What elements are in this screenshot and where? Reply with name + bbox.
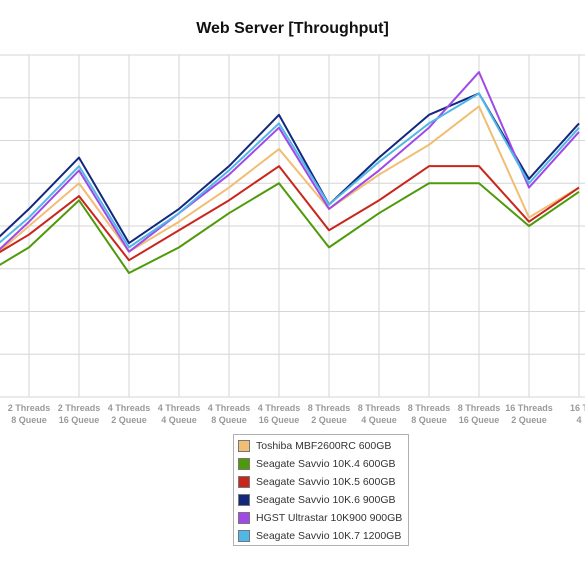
legend-swatch: [238, 512, 250, 524]
legend-label: HGST Ultrastar 10K900 900GB: [256, 512, 403, 524]
series-layer: [0, 71, 580, 275]
legend-item: Toshiba MBF2600RC 600GB: [238, 437, 408, 455]
x-tick-label: 8 Threads: [408, 403, 451, 413]
series-line-1: [0, 105, 580, 253]
x-tick-label: 16 Queue: [259, 415, 300, 425]
x-tick-label: 4 Threads: [208, 403, 251, 413]
legend-swatch: [238, 440, 250, 452]
x-tick-label: 4 Queue: [361, 415, 397, 425]
legend-item: Seagate Savvio 10K.6 900GB: [238, 491, 408, 509]
chart-title: Web Server [Throughput]: [196, 20, 389, 37]
x-tick-label: 8 Threads: [458, 403, 501, 413]
x-tick-label: 8 Threads: [358, 403, 401, 413]
series-line-5: [0, 71, 580, 253]
x-tick-label: 2 Queue: [311, 415, 347, 425]
legend-swatch: [238, 458, 250, 470]
x-tick-label: 2 Threads: [58, 403, 101, 413]
x-tick-label: 2 Queue: [511, 415, 547, 425]
legend-item: Seagate Savvio 10K.7 1200GB: [238, 527, 408, 545]
legend: Toshiba MBF2600RC 600GB Seagate Savvio 10…: [233, 434, 409, 546]
legend-swatch: [238, 530, 250, 542]
legend-label: Seagate Savvio 10K.7 1200GB: [256, 530, 402, 542]
x-tick-label: 16 Queue: [59, 415, 100, 425]
legend-label: Toshiba MBF2600RC 600GB: [256, 440, 392, 452]
legend-swatch: [238, 476, 250, 488]
legend-label: Seagate Savvio 10K.4 600GB: [256, 458, 396, 470]
x-tick-label: 4 Queue: [161, 415, 197, 425]
x-tick-label: 4 Threads: [258, 403, 301, 413]
x-tick-label: 16 Threads: [505, 403, 553, 413]
x-tick-label: 2 Threads: [8, 403, 51, 413]
x-tick-label: 8 Queue: [411, 415, 447, 425]
x-tick-label: 8 Queue: [211, 415, 247, 425]
x-tick-label: 8 Threads: [308, 403, 351, 413]
x-tick-label: 2 Queue: [111, 415, 147, 425]
x-tick-label: 4 Threads: [158, 403, 201, 413]
x-tick-label: 4: [576, 415, 581, 425]
x-tick-label: 8 Queue: [11, 415, 47, 425]
series-line-3: [0, 165, 580, 262]
x-tick-label: 4 Threads: [108, 403, 151, 413]
legend-item: HGST Ultrastar 10K900 900GB: [238, 509, 408, 527]
legend-item: Seagate Savvio 10K.4 600GB: [238, 455, 408, 473]
grid-layer: [0, 54, 585, 398]
legend-label: Seagate Savvio 10K.5 600GB: [256, 476, 396, 488]
series-line-6: [0, 92, 580, 249]
legend-label: Seagate Savvio 10K.6 900GB: [256, 494, 396, 506]
legend-item: Seagate Savvio 10K.5 600GB: [238, 473, 408, 491]
x-tick-label: 16 T: [570, 403, 585, 413]
x-tick-label: 16 Queue: [459, 415, 500, 425]
legend-swatch: [238, 494, 250, 506]
series-line-2: [0, 182, 580, 275]
